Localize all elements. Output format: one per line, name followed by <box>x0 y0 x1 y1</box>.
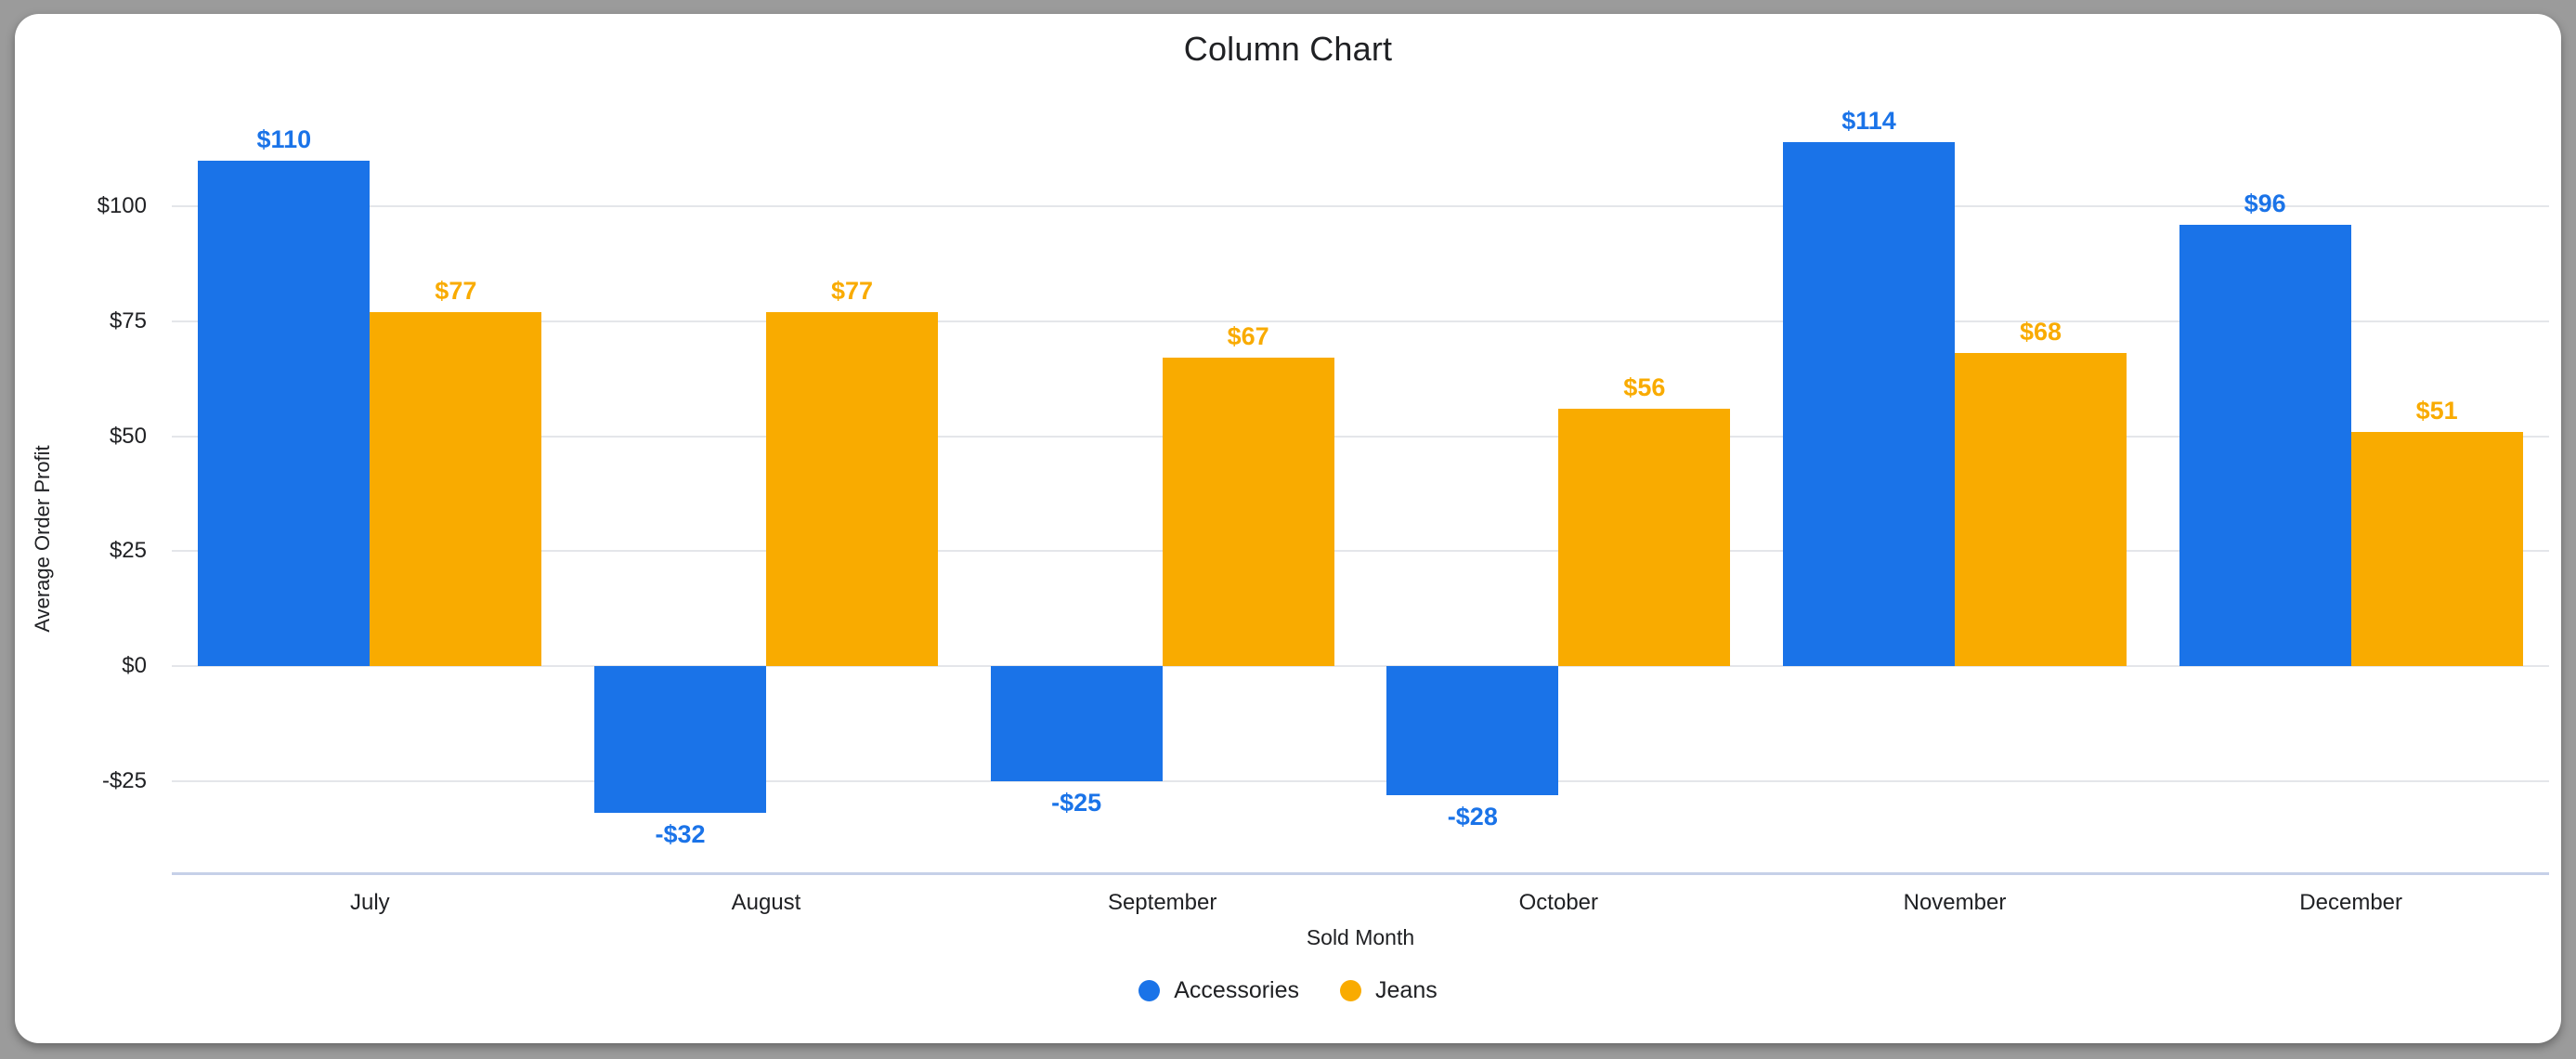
gridline--25 <box>172 550 2549 553</box>
gridline--75 <box>172 320 2549 322</box>
y-tick-label: $25 <box>109 538 147 564</box>
legend-swatch-icon <box>1138 980 1161 1001</box>
legend-label: Accessories <box>1174 977 1300 1003</box>
y-tick-label: -$25 <box>101 767 147 793</box>
x-tick-label-september: September <box>1107 890 1217 915</box>
legend: Accessories Jeans <box>0 977 2576 1004</box>
legend-label: Jeans <box>1375 977 1438 1003</box>
bar-value-label: -$28 <box>1447 802 1498 830</box>
bar-jeans-september[interactable] <box>1162 358 1334 666</box>
x-tick-label-november: November <box>1903 890 2007 915</box>
x-tick-label-october: October <box>1518 890 1599 915</box>
gridline--100 <box>172 205 2549 207</box>
x-tick-label-august: August <box>731 890 801 915</box>
bar-value-label: $67 <box>1227 322 1269 351</box>
legend-item-jeans[interactable]: Jeans <box>1340 977 1438 1004</box>
gridline--25 <box>172 779 2549 782</box>
chart-title: Column Chart <box>1183 30 1393 68</box>
bar-value-label: -$25 <box>1051 788 1102 817</box>
bar-value-label: $77 <box>435 276 477 305</box>
bar-jeans-december[interactable] <box>2350 431 2523 666</box>
bar-jeans-august[interactable] <box>766 311 938 666</box>
y-tick-label: $100 <box>97 193 147 218</box>
y-tick-label: $50 <box>109 423 147 449</box>
bar-accessories-september[interactable] <box>990 666 1163 781</box>
x-tick-label-december: December <box>2299 890 2403 915</box>
gridline--0 <box>172 665 2549 667</box>
bar-jeans-july[interactable] <box>370 311 542 666</box>
legend-swatch-icon <box>1340 980 1362 1001</box>
bar-accessories-october[interactable] <box>1386 666 1559 795</box>
bar-value-label: $96 <box>2244 189 2286 217</box>
x-axis-title: Sold Month <box>1306 925 1415 949</box>
bar-accessories-july[interactable] <box>198 160 371 666</box>
gridline--50 <box>172 435 2549 438</box>
y-tick-label: $75 <box>109 307 147 333</box>
bar-value-label: -$32 <box>655 820 706 849</box>
bar-value-label: $114 <box>1841 106 1896 135</box>
x-axis-line <box>172 872 2549 875</box>
bar-value-label: $77 <box>830 276 874 305</box>
bar-value-label: $110 <box>256 124 312 153</box>
bar-accessories-november[interactable] <box>1783 141 1955 666</box>
bar-value-label: $56 <box>1623 373 1666 401</box>
x-tick-label-july: July <box>349 890 390 915</box>
bar-accessories-august[interactable] <box>594 666 766 814</box>
bar-jeans-october[interactable] <box>1558 408 1731 666</box>
bar-accessories-december[interactable] <box>2179 224 2351 666</box>
bar-jeans-november[interactable] <box>1955 353 2127 666</box>
y-tick-label: $0 <box>122 653 147 678</box>
bar-value-label: $68 <box>2019 318 2062 346</box>
legend-item-accessories[interactable]: Accessories <box>1138 977 1299 1004</box>
bar-value-label: $51 <box>2415 396 2458 425</box>
